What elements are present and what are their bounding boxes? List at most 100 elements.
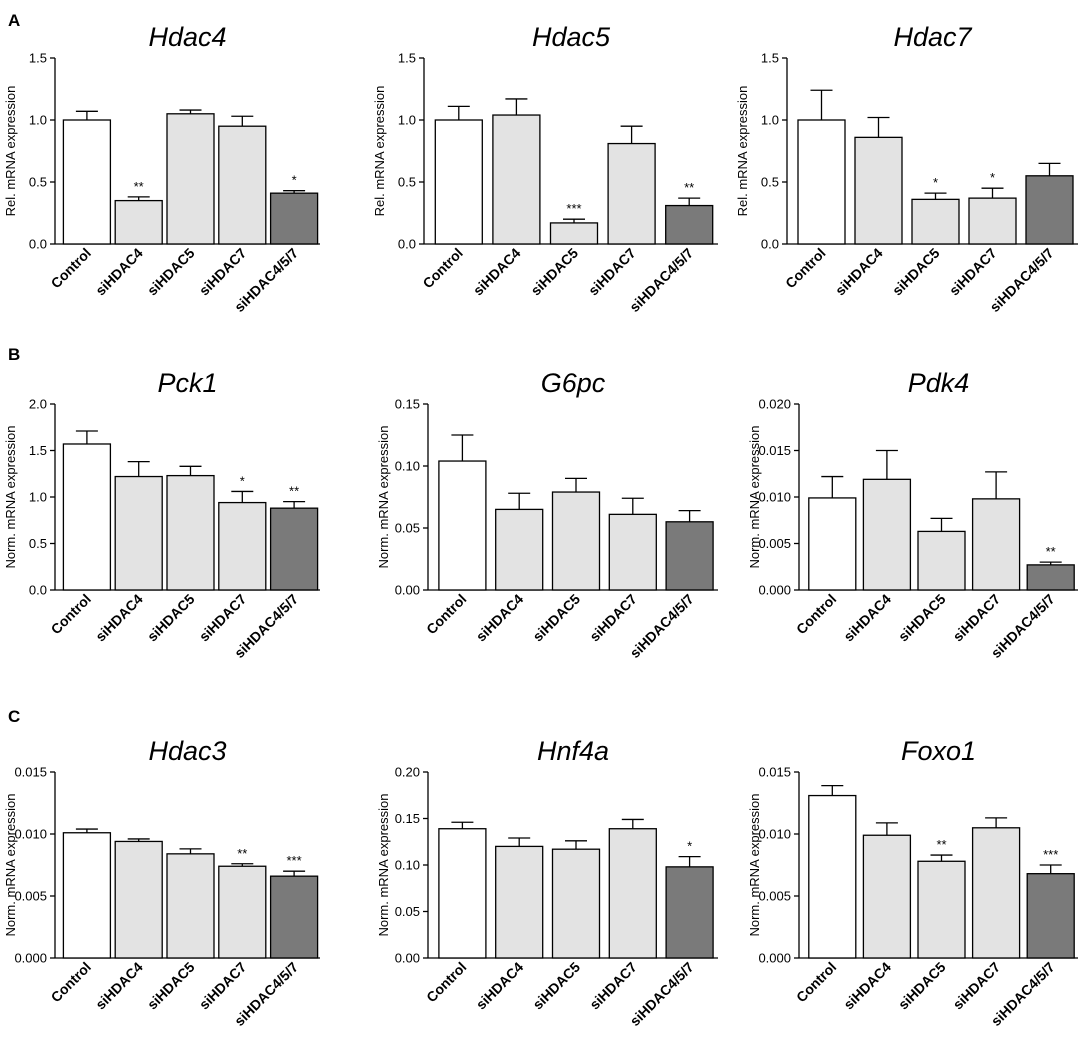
y-tick-label: 0.05 xyxy=(395,521,420,536)
bar-sihdac4 xyxy=(114,475,163,591)
x-tick-label: siHDAC4 xyxy=(92,959,146,1013)
chart-title: Hdac5 xyxy=(532,22,611,52)
y-tick-label: 0.000 xyxy=(758,583,791,598)
y-tick-label: 1.0 xyxy=(761,113,779,128)
y-tick-label: 0.10 xyxy=(395,858,420,873)
y-axis-label: Norm. mRNA expression xyxy=(747,425,762,568)
y-tick-label: 1.5 xyxy=(29,443,47,458)
y-tick-label: 0.015 xyxy=(758,443,791,458)
bar-control xyxy=(808,794,857,959)
x-tick-label: siHDAC4 xyxy=(92,245,146,299)
bar-sihdac7 xyxy=(607,142,656,245)
bar-sihdac5 xyxy=(917,860,966,959)
chart-pdk4: Pdk4 Norm. mRNA expression 0.000 0.005 0.010… xyxy=(747,368,1078,661)
bar-control xyxy=(62,119,112,245)
y-tick-label: 1.5 xyxy=(29,51,47,66)
y-tick-label: 0.000 xyxy=(758,951,791,966)
significance-label: *** xyxy=(287,853,302,868)
bar-control xyxy=(797,119,846,245)
bar-control xyxy=(62,832,112,959)
significance-label: ** xyxy=(289,484,299,499)
bar-sihdac4 xyxy=(862,478,912,591)
bar-control xyxy=(434,119,483,245)
bar-sihdac7 xyxy=(971,498,1021,591)
significance-label: ** xyxy=(684,180,694,195)
bar-sihdac7 xyxy=(608,513,657,591)
x-tick-label: siHDAC4 xyxy=(832,245,886,299)
significance-label: *** xyxy=(566,201,581,216)
x-tick-label: siHDAC7 xyxy=(585,245,639,299)
x-tick-label: siHDAC7 xyxy=(586,959,640,1013)
y-tick-label: 0.005 xyxy=(758,536,791,551)
chart-title: G6pc xyxy=(541,368,606,398)
x-tick-label: siHDAC4 xyxy=(470,245,524,299)
significance-label: ** xyxy=(936,837,946,852)
chart-title: Pck1 xyxy=(157,368,217,398)
x-tick-label: siHDAC7 xyxy=(196,959,250,1013)
x-tick-label: Control xyxy=(48,959,95,1006)
y-tick-label: 0.10 xyxy=(395,459,420,474)
bar-sihdac5 xyxy=(166,113,215,245)
y-axis-label: Norm. mRNA expression xyxy=(376,425,391,568)
significance-label: ** xyxy=(134,179,144,194)
x-tick-label: siHDAC5 xyxy=(144,245,198,299)
x-tick-label: siHDAC7 xyxy=(196,591,250,645)
x-tick-label: siHDAC4 xyxy=(473,591,527,645)
x-tick-label: siHDAC4 xyxy=(840,591,894,645)
chart-hdac3: Hdac3 Norm. mRNA expression 0.000 0.005 0.01… xyxy=(3,736,320,1029)
bar-sihdac5 xyxy=(551,848,601,959)
significance-label: ** xyxy=(1046,544,1056,559)
bar-sihdac4 xyxy=(862,834,912,959)
chart-hdac4: Hdac4 Rel. mRNA expression 0.0 0.5 1.0 1.5 Con… xyxy=(3,22,320,315)
x-tick-label: siHDAC5 xyxy=(889,245,943,299)
bar-control xyxy=(438,828,487,959)
x-tick-label: siHDAC5 xyxy=(529,591,583,645)
charts-container: Hdac4 Rel. mRNA expression 0.0 0.5 1.0 1.5 Con… xyxy=(3,22,1078,1029)
y-tick-label: 1.5 xyxy=(398,51,416,66)
bar-sihdac4-5-7 xyxy=(1026,564,1075,591)
y-tick-label: 0.00 xyxy=(395,583,420,598)
bar-sihdac7 xyxy=(968,197,1017,245)
bar-sihdac4 xyxy=(854,136,903,245)
y-axis-label: Norm. mRNA expression xyxy=(3,793,18,936)
chart-hnf4a: Hnf4a Norm. mRNA expression 0.00 0.05 0.10 0.… xyxy=(376,736,718,1029)
panel-letter-c: C xyxy=(8,707,20,726)
bar-sihdac5 xyxy=(166,853,215,959)
y-tick-label: 0.5 xyxy=(398,175,416,190)
bar-sihdac4-5-7 xyxy=(665,866,714,959)
significance-label: * xyxy=(292,173,297,188)
y-tick-label: 0.015 xyxy=(758,765,791,780)
significance-label: *** xyxy=(1043,847,1058,862)
x-tick-label: Control xyxy=(419,245,466,292)
x-tick-label: siHDAC4 xyxy=(840,959,894,1013)
bar-sihdac4 xyxy=(492,114,541,245)
bar-sihdac5 xyxy=(549,222,599,245)
chart-foxo1: Foxo1 Norm. mRNA expression 0.000 0.005 0.01… xyxy=(747,736,1078,1029)
y-tick-label: 0.010 xyxy=(758,827,791,842)
x-tick-label: siHDAC5 xyxy=(144,959,198,1013)
panel-letter-b: B xyxy=(8,345,20,364)
x-tick-label: Control xyxy=(48,591,95,638)
y-tick-label: 1.0 xyxy=(29,113,47,128)
y-tick-label: 0.20 xyxy=(395,765,420,780)
y-axis-label: Rel. mRNA expression xyxy=(3,86,18,217)
bar-sihdac4-5-7 xyxy=(269,507,319,591)
x-tick-label: siHDAC5 xyxy=(895,959,949,1013)
x-tick-label: siHDAC5 xyxy=(895,591,949,645)
bar-sihdac5 xyxy=(917,530,966,591)
x-tick-label: siHDAC7 xyxy=(950,959,1004,1013)
y-tick-label: 0.0 xyxy=(29,583,47,598)
chart-title: Hdac4 xyxy=(148,22,226,52)
bar-sihdac7 xyxy=(218,865,267,959)
y-tick-label: 0.05 xyxy=(395,904,420,919)
x-tick-label: Control xyxy=(423,591,470,638)
y-tick-label: 1.0 xyxy=(29,490,47,505)
bar-sihdac4-5-7 xyxy=(1025,175,1074,245)
y-tick-label: 0.5 xyxy=(29,175,47,190)
x-tick-label: Control xyxy=(782,245,829,292)
chart-title: Hdac7 xyxy=(893,22,972,52)
chart-hdac7: Hdac7 Rel. mRNA expression 0.0 0.5 1.0 1.5 Con… xyxy=(735,22,1078,315)
significance-label: * xyxy=(240,473,245,488)
x-tick-label: siHDAC4 xyxy=(92,591,146,645)
